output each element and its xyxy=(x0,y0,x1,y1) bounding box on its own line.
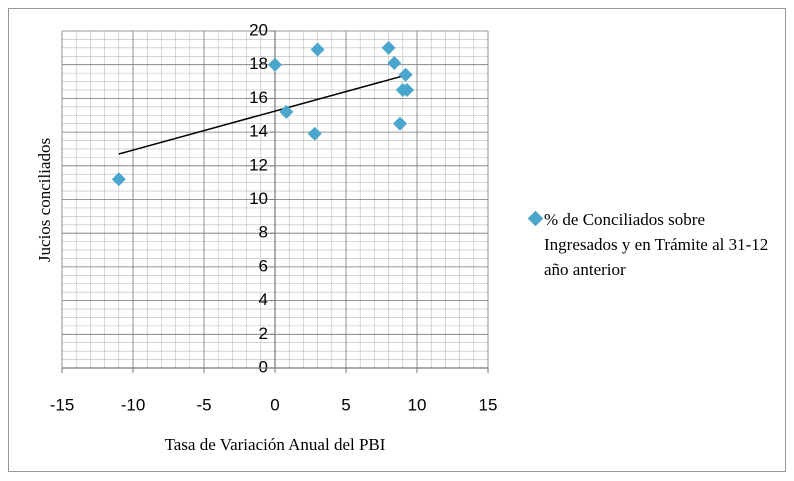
scatter-point xyxy=(310,42,325,57)
y-tick-label: 2 xyxy=(259,324,268,343)
legend: % de Conciliados sobre Ingresados y en T… xyxy=(527,207,780,282)
scatter-point xyxy=(279,104,294,119)
scatter-point xyxy=(381,40,396,55)
y-tick-label: 0 xyxy=(259,357,268,376)
y-tick-label: 16 xyxy=(249,88,268,107)
x-tick-label: 5 xyxy=(341,395,350,414)
scatter-point xyxy=(268,57,282,72)
y-tick-label: 10 xyxy=(249,189,268,208)
scatter-point xyxy=(387,56,402,71)
chart-border xyxy=(8,8,786,472)
trendline xyxy=(118,74,408,155)
y-tick-label: 12 xyxy=(249,155,268,174)
scatter-point xyxy=(111,172,126,187)
x-tick-label: -15 xyxy=(50,395,75,414)
scatter-point xyxy=(392,116,407,131)
x-tick-label: 15 xyxy=(479,395,498,414)
scatter-point xyxy=(307,126,322,141)
scatter-point xyxy=(400,82,415,97)
legend-label: % de Conciliados sobre Ingresados y en T… xyxy=(544,210,769,279)
x-tick-label: -5 xyxy=(196,395,211,414)
y-tick-label: 18 xyxy=(249,54,268,73)
scatter-point xyxy=(398,67,413,82)
x-tick-label: 10 xyxy=(408,395,427,414)
x-tick-label: -10 xyxy=(121,395,146,414)
y-tick-label: 8 xyxy=(259,223,268,242)
y-tick-label: 4 xyxy=(259,290,268,309)
y-tick-label: 14 xyxy=(249,122,268,141)
y-tick-label: 6 xyxy=(259,256,268,275)
y-tick-label: 20 xyxy=(249,20,268,39)
x-tick-label: 0 xyxy=(270,395,279,414)
x-axis-title: Tasa de Variación Anual del PBI xyxy=(165,435,386,454)
y-axis-title: Jucios conciliados xyxy=(35,138,54,262)
